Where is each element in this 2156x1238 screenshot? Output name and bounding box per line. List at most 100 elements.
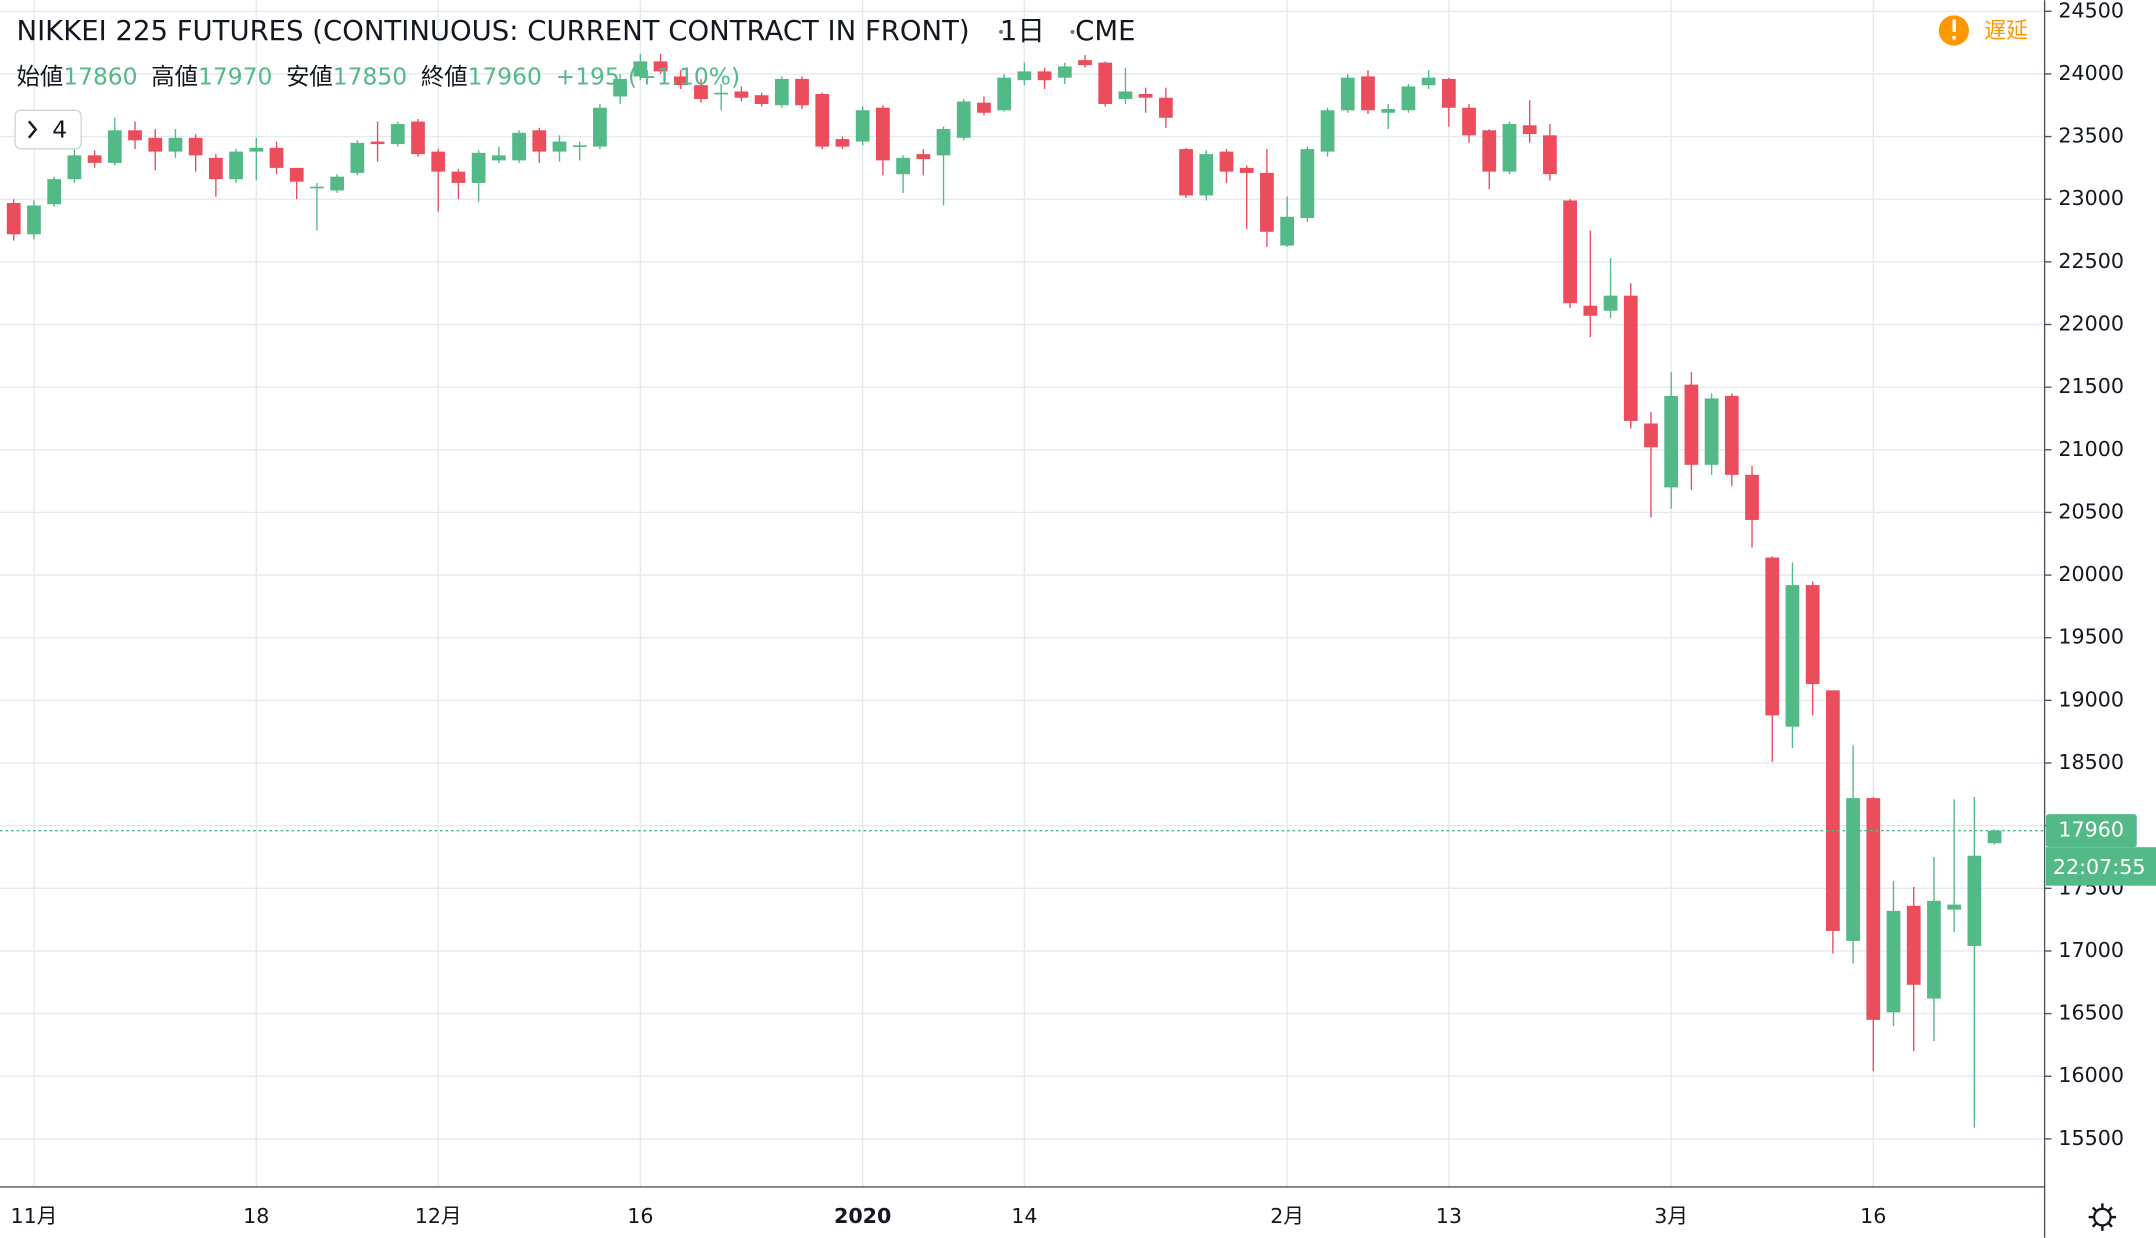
interval: 1日 — [1000, 15, 1045, 47]
candle-body — [714, 92, 729, 95]
y-tick-label: 19500 — [2058, 625, 2124, 649]
candle-body — [128, 130, 142, 141]
change-percent: (+1.10%) — [628, 62, 740, 90]
ohlc-row: 始値17860 高値17970 安値17850 終値17960 +195 (+1.10%) — [17, 62, 741, 90]
candle-body — [148, 137, 163, 152]
candle-body — [390, 124, 405, 145]
gear[interactable] — [2093, 1207, 2112, 1227]
candle-body — [1765, 557, 1780, 716]
candle-body — [1361, 76, 1375, 111]
delay-label[interactable]: 遅延 — [1984, 19, 2028, 44]
settings-icon[interactable] — [2088, 1203, 2117, 1231]
x-tick-label: 14 — [1011, 1204, 1037, 1228]
candle-body — [47, 179, 62, 205]
candle-body — [87, 155, 102, 163]
candle-body — [815, 93, 830, 147]
open-value: 17860 — [63, 62, 137, 90]
y-tick-label: 17000 — [2058, 938, 2124, 962]
candle-body — [411, 121, 425, 155]
candle-body — [916, 154, 931, 160]
candle-body — [209, 157, 223, 180]
candle-body — [1482, 130, 1497, 172]
candle-body — [249, 147, 264, 152]
indicator-toggle[interactable]: 4 — [14, 109, 82, 150]
candle-body — [451, 171, 466, 183]
candle-body — [1866, 798, 1881, 1020]
y-tick-label: 20500 — [2058, 499, 2124, 523]
y-tick-label: 20000 — [2058, 562, 2124, 586]
candle-body — [512, 132, 526, 161]
y-tick-label: 24000 — [2058, 61, 2124, 85]
indicator-count[interactable]: 4 — [52, 115, 67, 143]
candle-body — [491, 155, 506, 161]
candle-body — [572, 145, 587, 147]
countdown-label: 22:07:55 — [2053, 855, 2146, 879]
gear-teeth — [2088, 1203, 2117, 1231]
candle-body — [168, 137, 183, 152]
header-row: NIKKEI 225 FUTURES (CONTINUOUS: CURRENT … — [17, 15, 1136, 47]
candle-body — [1826, 690, 1840, 931]
candle-body — [855, 110, 870, 142]
x-tick-label: 2020 — [834, 1204, 891, 1228]
candle-body — [1381, 109, 1396, 113]
candle-body — [310, 186, 324, 189]
x-tick-label: 16 — [627, 1204, 653, 1228]
candle-body — [653, 61, 668, 72]
candle-body — [471, 152, 486, 183]
countdown-box — [2046, 847, 2156, 886]
y-tick-label: 18500 — [2058, 750, 2124, 774]
candle-body — [1502, 124, 1517, 172]
candle-body — [876, 107, 890, 161]
candle-body — [1664, 395, 1679, 488]
candle-body — [1644, 423, 1658, 448]
candle-body — [1805, 585, 1820, 685]
candle-body — [1219, 151, 1234, 172]
candle-body — [330, 176, 345, 191]
candle-body — [107, 130, 122, 163]
candle-body — [1785, 585, 1800, 727]
candle-body — [673, 76, 688, 86]
candle-body — [1947, 904, 1962, 910]
y-tick-label: 21000 — [2058, 437, 2124, 461]
alert-mark — [1952, 19, 1956, 32]
alert-mark — [1952, 36, 1956, 40]
candle-body — [1987, 830, 2002, 844]
candle-body — [67, 155, 82, 180]
candle-body — [1199, 154, 1214, 196]
low-label: 安値 — [286, 62, 333, 90]
y-tick-label: 16000 — [2058, 1063, 2124, 1087]
candle-body — [6, 202, 21, 235]
candle-body — [229, 151, 243, 180]
candle-body — [1886, 910, 1901, 1013]
candle-body — [1078, 60, 1092, 66]
candle-body — [754, 95, 769, 104]
candle-body — [1927, 900, 1941, 999]
delay-status[interactable]: 遅延 — [1938, 15, 2028, 46]
candle-body — [734, 91, 749, 98]
symbol-title: NIKKEI 225 FUTURES (CONTINUOUS: CURRENT … — [17, 15, 970, 47]
candle-body — [936, 129, 951, 156]
low-value: 17850 — [333, 62, 407, 90]
y-tick-label: 22500 — [2058, 249, 2124, 273]
candle-body — [1563, 200, 1577, 304]
candle-body — [1603, 295, 1618, 311]
candle-body — [633, 61, 648, 77]
candle-body — [1906, 905, 1921, 985]
candle-body — [1846, 798, 1860, 941]
candle-body — [1017, 71, 1032, 81]
close-value: 17960 — [468, 62, 542, 90]
candle-body — [1098, 62, 1113, 104]
candle-body — [350, 142, 365, 173]
candle-body — [552, 141, 567, 152]
candle-body — [1724, 395, 1739, 475]
candle-body — [1462, 107, 1476, 136]
candle-body — [289, 167, 304, 182]
exchange: CME — [1075, 15, 1135, 47]
indicator-toggle-box[interactable] — [14, 109, 82, 150]
candle-body — [1401, 86, 1416, 111]
open-label: 始値 — [17, 62, 64, 90]
candle-body — [1158, 97, 1173, 118]
candle-body — [1280, 216, 1295, 246]
y-tick-label: 15500 — [2058, 1126, 2124, 1150]
